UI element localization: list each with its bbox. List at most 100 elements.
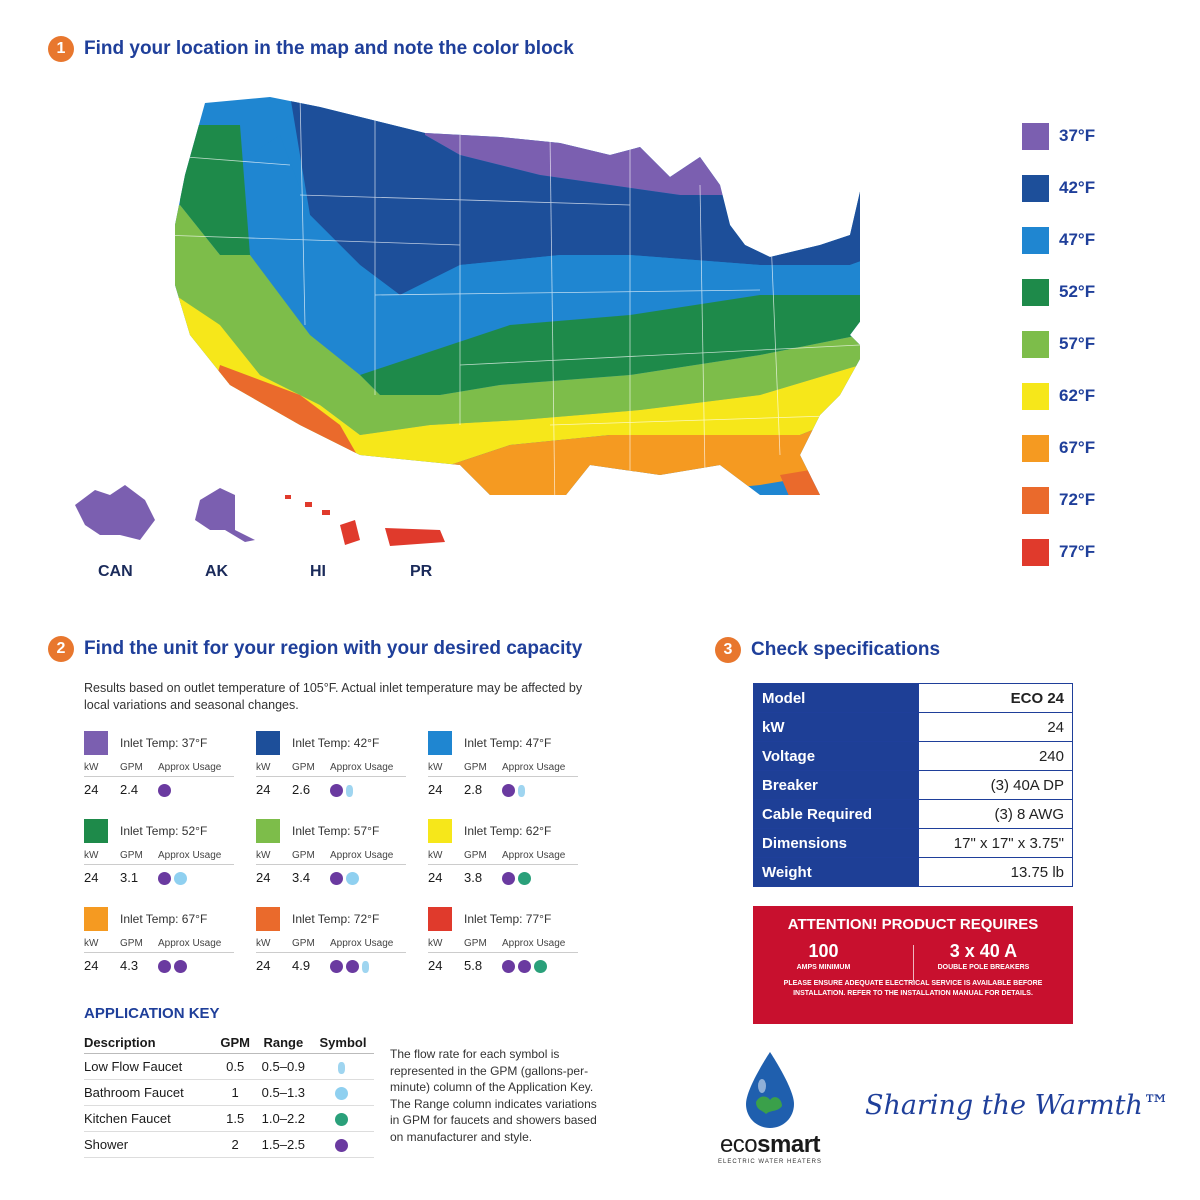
region-gpm: 5.8: [464, 958, 483, 974]
step-1-number: 1: [48, 36, 74, 62]
usage-icons: [502, 870, 534, 886]
appkey-desc: Kitchen Faucet: [84, 1105, 216, 1132]
spec-key: Model: [753, 683, 919, 713]
usage-icon: [502, 872, 515, 886]
shower-icon: [334, 1139, 348, 1153]
appkey-desc: Low Flow Faucet: [84, 1053, 216, 1080]
hawaii-shape: [285, 495, 360, 545]
region-card: Inlet Temp: 37°F kW GPM Approx Usage 24 2.4: [84, 730, 256, 808]
region-kw: 24: [84, 782, 99, 798]
temperature-map: [175, 97, 860, 495]
region-inlet-temp: Inlet Temp: 47°F: [464, 736, 552, 750]
region-inlet-temp: Inlet Temp: 37°F: [120, 736, 208, 750]
territory-label-can: CAN: [98, 563, 133, 580]
col-kw: kW: [256, 938, 271, 949]
legend-swatch: [1022, 486, 1049, 514]
legend-item: 52°F: [1022, 266, 1132, 318]
territories-map: [75, 485, 445, 546]
col-usage: Approx Usage: [330, 762, 394, 773]
col-usage: Approx Usage: [330, 850, 394, 861]
step-2-title: Find the unit for your region with your …: [84, 638, 583, 659]
legend-swatch: [1022, 538, 1049, 566]
col-usage: Approx Usage: [158, 938, 222, 949]
legend-label: 52°F: [1059, 282, 1096, 301]
usage-icons: [330, 870, 362, 886]
region-gpm: 2.6: [292, 782, 311, 798]
step-1-header: 1 Find your location in the map and note…: [48, 36, 574, 62]
table-row: Weight 13.75 lb: [753, 857, 1073, 887]
region-gpm: 3.8: [464, 870, 483, 886]
region-swatch: [256, 819, 280, 843]
legend-swatch: [1022, 226, 1049, 254]
region-card: Inlet Temp: 47°F kW GPM Approx Usage 24 2.8: [428, 730, 584, 808]
region-kw: 24: [428, 958, 443, 974]
spec-key: Weight: [753, 857, 919, 887]
region-inlet-temp: Inlet Temp: 52°F: [120, 824, 208, 838]
step-3-header: 3 Check specifications: [715, 637, 940, 663]
col-gpm: GPM: [120, 938, 143, 949]
legend-item: 77°F: [1022, 526, 1132, 578]
region-card: Inlet Temp: 77°F kW GPM Approx Usage 24 5.8: [428, 906, 584, 984]
usage-icons: [158, 958, 190, 974]
col-gpm: GPM: [464, 850, 487, 861]
legend-item: 47°F: [1022, 214, 1132, 266]
region-swatch: [428, 819, 452, 843]
col-kw: kW: [256, 850, 271, 861]
appkey-range: 0.5–1.3: [254, 1079, 312, 1106]
legend-item: 37°F: [1022, 110, 1132, 162]
region-swatch: [428, 731, 452, 755]
appkey-range: 0.5–0.9: [254, 1053, 312, 1080]
usage-icon: [174, 872, 187, 886]
appkey-range: 1.0–2.2: [254, 1105, 312, 1132]
spec-value: 13.75 lb: [918, 857, 1073, 887]
step-3-number: 3: [715, 637, 741, 663]
legend-label: 57°F: [1059, 334, 1096, 353]
legend-swatch: [1022, 278, 1049, 306]
region-swatch: [256, 907, 280, 931]
usage-icons: [158, 870, 190, 886]
col-usage: Approx Usage: [502, 850, 566, 861]
usage-icon: [518, 872, 531, 886]
appkey-header-gpm: GPM: [215, 1032, 255, 1054]
application-key-table: Description GPM Range Symbol Low Flow Fa…: [84, 1032, 374, 1158]
region-gpm: 2.4: [120, 782, 139, 798]
region-swatch: [428, 907, 452, 931]
spec-value: ECO 24: [918, 683, 1073, 713]
table-row: Kitchen Faucet 1.5 1.0–2.2: [84, 1105, 374, 1132]
region-grid: Inlet Temp: 37°F kW GPM Approx Usage 24 2.4 In…: [84, 730, 584, 984]
col-usage: Approx Usage: [502, 938, 566, 949]
col-gpm: GPM: [464, 762, 487, 773]
col-gpm: GPM: [292, 938, 315, 949]
usage-icons: [330, 782, 356, 798]
spec-key: Dimensions: [753, 828, 919, 858]
usage-icon: [346, 872, 359, 886]
table-row: Model ECO 24: [753, 683, 1073, 713]
breakers-label: DOUBLE POLE BREAKERS: [937, 964, 1030, 971]
col-gpm: GPM: [464, 938, 487, 949]
usage-icon: [534, 960, 547, 974]
usage-icon: [158, 784, 171, 798]
col-gpm: GPM: [292, 850, 315, 861]
appkey-gpm: 1.5: [215, 1105, 255, 1132]
col-usage: Approx Usage: [158, 850, 222, 861]
water-drop-icon: [746, 1052, 794, 1128]
step-3-title: Check specifications: [751, 639, 941, 660]
spec-value: 17" x 17" x 3.75": [918, 828, 1073, 858]
usage-icon: [330, 960, 343, 974]
usage-icons: [158, 782, 174, 798]
bathroom-faucet-icon: [334, 1087, 348, 1101]
territory-label-hi: HI: [310, 563, 326, 580]
region-inlet-temp: Inlet Temp: 42°F: [292, 736, 380, 750]
usage-icons: [330, 958, 372, 974]
specifications-table: Model ECO 24 kW 24 Voltage 240 Breaker (3) 40A …: [753, 683, 1073, 887]
spec-key: kW: [753, 712, 919, 742]
region-card: Inlet Temp: 57°F kW GPM Approx Usage 24 3.4: [256, 818, 428, 896]
region-kw: 24: [428, 782, 443, 798]
legend-item: 57°F: [1022, 318, 1132, 370]
col-kw: kW: [428, 762, 443, 773]
usage-icon: [346, 784, 353, 797]
appkey-gpm: 1: [215, 1079, 255, 1106]
usage-icon: [518, 960, 531, 974]
legend-swatch: [1022, 174, 1049, 202]
usage-icon: [330, 872, 343, 886]
